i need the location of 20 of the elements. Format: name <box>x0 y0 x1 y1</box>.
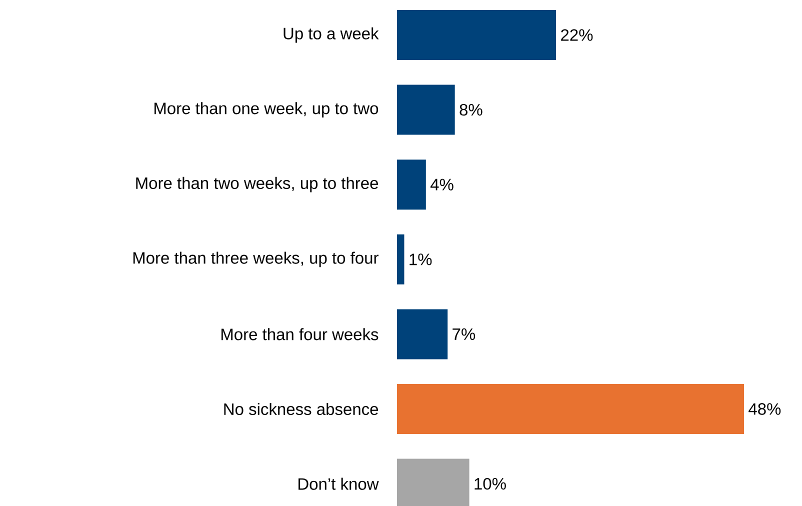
data-label: 22% <box>561 29 593 41</box>
y-tick-label: More than three weeks, up to four <box>133 252 378 268</box>
bar <box>397 84 455 135</box>
y-tick-label: More than two weeks, up to three <box>136 176 378 192</box>
y-tick-label: No sickness absence <box>224 402 378 416</box>
data-label: 8% <box>460 104 482 116</box>
data-label: 4% <box>430 178 454 190</box>
y-tick-label: More than four weeks <box>222 328 378 340</box>
bar <box>397 10 556 60</box>
bar <box>397 384 744 434</box>
y-tick-label: More than one week, up to two <box>154 102 378 118</box>
y-tick-label: Up to a week <box>284 27 379 43</box>
bar <box>397 234 404 284</box>
data-label: 7% <box>452 328 476 340</box>
bar <box>397 309 448 360</box>
data-label: 1% <box>410 254 432 266</box>
data-label: 10% <box>474 478 506 490</box>
data-label: 48% <box>748 403 781 415</box>
bar <box>397 160 426 210</box>
y-tick-label: Don’t know <box>298 478 379 490</box>
